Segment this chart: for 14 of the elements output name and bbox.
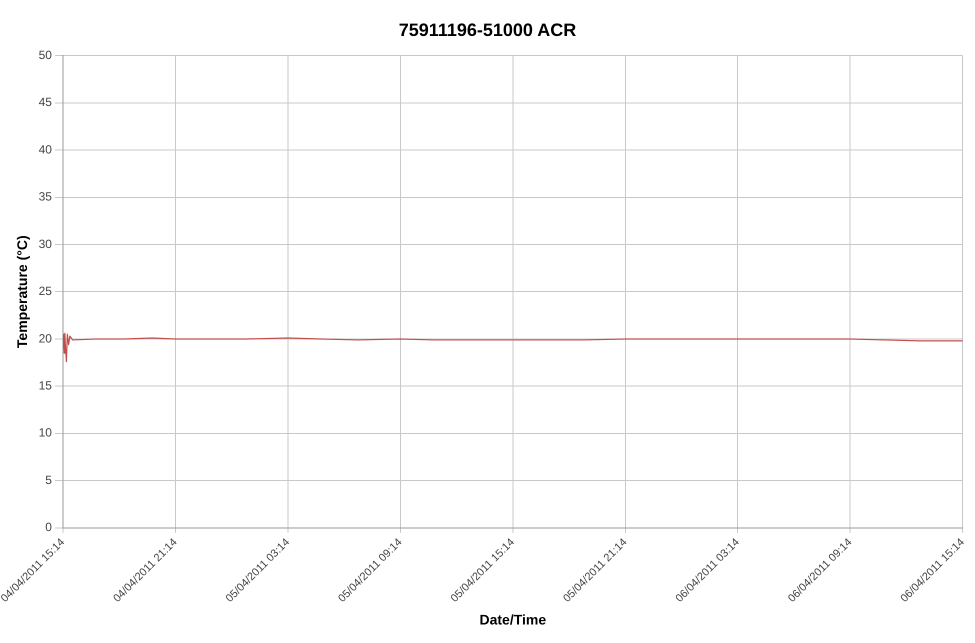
y-tick-label: 30 xyxy=(38,236,52,251)
y-tick-label: 0 xyxy=(45,520,52,534)
y-tick-label: 25 xyxy=(38,284,52,298)
y-tick-label: 45 xyxy=(38,95,52,110)
y-tick-label: 20 xyxy=(38,331,52,346)
y-tick-label: 40 xyxy=(38,142,52,156)
y-axis-title: Temperature (°C) xyxy=(14,235,30,348)
chart-title: 75911196-51000 ACR xyxy=(398,20,576,40)
y-tick-label: 15 xyxy=(38,378,52,393)
y-tick-label: 5 xyxy=(45,472,52,487)
y-tick-label: 35 xyxy=(38,190,52,204)
x-axis-title: Date/Time xyxy=(479,611,546,628)
y-tick-label: 10 xyxy=(38,426,52,440)
y-tick-label: 50 xyxy=(38,48,52,62)
